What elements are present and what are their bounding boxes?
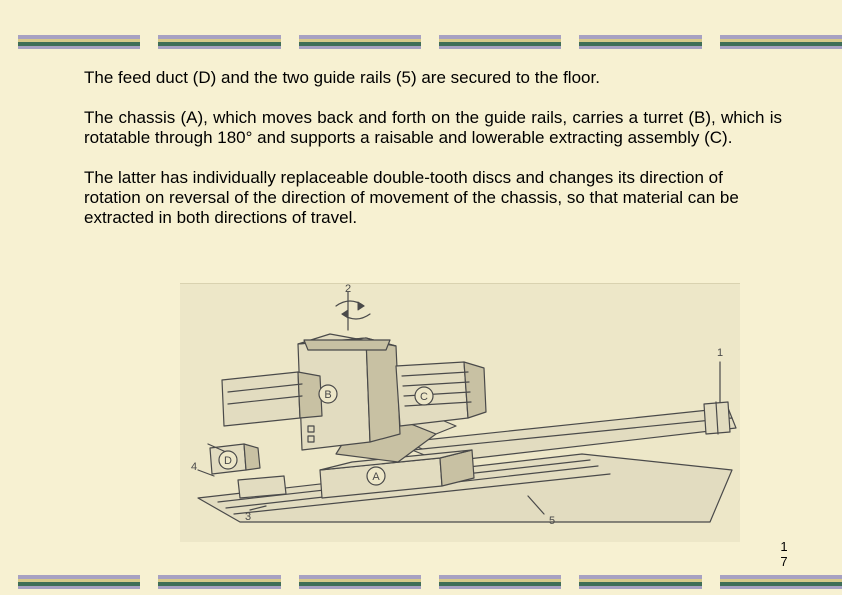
page-number-d2: 7 xyxy=(778,555,790,569)
label-2: 2 xyxy=(345,284,351,295)
decorative-bar-top xyxy=(0,35,842,49)
content-block: The feed duct (D) and the two guide rail… xyxy=(84,68,782,248)
label-5: 5 xyxy=(549,515,555,527)
decorative-bar-bottom xyxy=(0,575,842,589)
label-C: C xyxy=(420,391,428,403)
slide: The feed duct (D) and the two guide rail… xyxy=(0,0,842,595)
paragraph-3: The latter has individually replaceable … xyxy=(84,168,782,228)
label-B: B xyxy=(324,389,331,401)
machine-diagram: #fig .st { stroke:#4a4a4a; stroke-width:… xyxy=(180,283,740,542)
label-3: 3 xyxy=(245,511,251,523)
label-D: D xyxy=(224,455,232,467)
page-number-d1: 1 xyxy=(778,540,790,554)
paragraph-2: The chassis (A), which moves back and fo… xyxy=(84,108,782,148)
label-A: A xyxy=(372,471,380,483)
paragraph-1: The feed duct (D) and the two guide rail… xyxy=(84,68,782,88)
label-4: 4 xyxy=(191,461,197,473)
label-1: 1 xyxy=(717,347,723,359)
page-number: 1 7 xyxy=(778,540,790,569)
